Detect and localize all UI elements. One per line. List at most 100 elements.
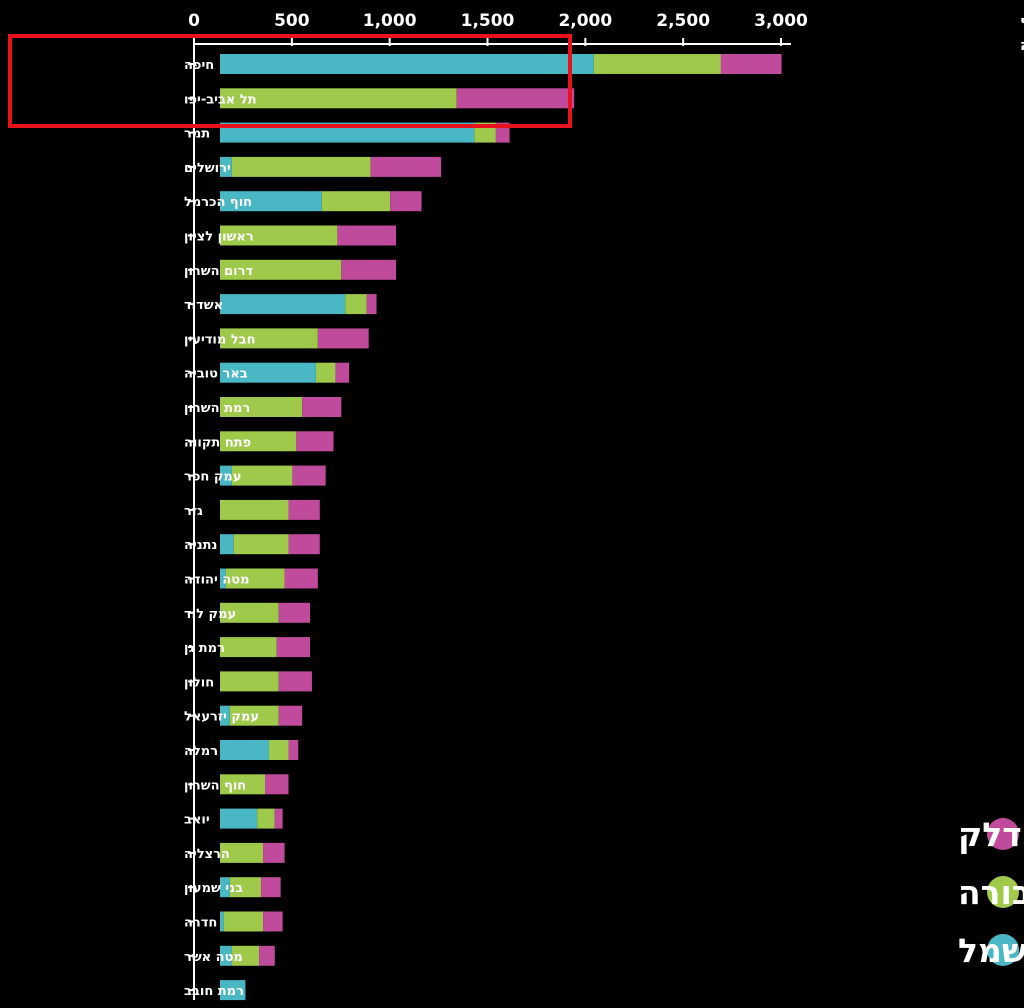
category-label: פתח תקווה: [184, 435, 251, 450]
bar-segment: [220, 740, 269, 760]
category-label: דרום השרון: [184, 264, 253, 279]
bar-segment: [220, 259, 342, 280]
category-label: עמק יזרעאל: [184, 710, 259, 725]
category-label: ראשון לציון: [184, 230, 254, 245]
category-label: חדרה: [184, 916, 217, 931]
category-label: תל אביב-יפו: [184, 92, 257, 107]
bar-segment: [220, 431, 297, 452]
bar-segment: [220, 568, 226, 589]
category-label: חיפה: [184, 58, 214, 73]
x-tick-label: 1,000: [363, 11, 417, 31]
bar-segment: [292, 465, 326, 486]
category-label: רמלה: [184, 744, 218, 759]
bar-segment: [370, 156, 442, 177]
category-label: חוף השרון: [184, 778, 246, 793]
bar-segment: [220, 877, 230, 898]
bar-segment: [278, 705, 303, 726]
category-label: תמר: [184, 127, 210, 142]
category-label: חוף הכרמל: [184, 195, 252, 210]
bar-segment: [321, 191, 391, 212]
bar-segment: [229, 705, 279, 726]
bar-segment: [268, 740, 289, 760]
x-axis: 0 500 1,000 1,500 2,000 2,500 3,000: [188, 11, 808, 1000]
bar-segment: [220, 705, 230, 726]
bar-segment: [220, 294, 346, 315]
category-label: בני שמעון: [184, 881, 243, 896]
bar-segment: [220, 191, 322, 212]
bar-segment: [220, 362, 316, 383]
bar-segment: [220, 671, 279, 692]
axis-title-line: חומר אורגני נדיף: [1020, 12, 1024, 30]
bar-segment: [220, 225, 338, 246]
bar-segment: [220, 88, 457, 109]
category-label: עמק חפר: [184, 470, 241, 485]
axis-title-line: טון/שנה: [1020, 36, 1024, 54]
bar-segment: [341, 259, 397, 280]
category-label: מטה אשר: [184, 950, 243, 965]
bar-segment: [274, 808, 283, 829]
bar-segment: [223, 911, 264, 932]
category-label: רמת גן: [184, 641, 225, 656]
bar-segment: [220, 945, 232, 966]
bar-segment: [231, 465, 293, 486]
category-label: חבל מודיעין: [184, 332, 256, 347]
bar-segment: [302, 397, 342, 417]
category-label: ירושלים: [184, 161, 231, 176]
category-label: עמק לוד: [184, 607, 236, 622]
category-label: גזר: [184, 504, 203, 519]
bar-segment: [263, 842, 285, 863]
bar-segment: [261, 877, 281, 898]
legend-label: תחבורה: [958, 873, 1024, 912]
bar-segment: [257, 808, 275, 829]
bar-segment: [345, 294, 367, 315]
bar-segment: [288, 534, 320, 555]
bar-segment: [220, 774, 266, 795]
bar-segment: [233, 534, 289, 555]
legend: תחנות דלק תחבורה תעשייה ויצור חשמל: [958, 815, 1024, 970]
bar-segment: [593, 54, 721, 74]
category-label: חולון: [184, 675, 214, 690]
bar-segment: [220, 980, 246, 1001]
bars: [220, 54, 782, 1001]
category-label: מטה יהודה: [184, 573, 250, 588]
bar-segment: [390, 191, 422, 212]
bar-segment: [366, 294, 377, 315]
bar-segment: [220, 808, 258, 829]
category-label: נתניה: [184, 538, 217, 553]
axis-title: חומר אורגני נדיף טון/שנה: [1020, 12, 1024, 54]
bar-segment: [225, 568, 285, 589]
bar-segment: [296, 431, 334, 452]
x-tick-label: 500: [274, 11, 310, 31]
legend-swatch: [987, 934, 1019, 966]
category-label: באר טוביה: [184, 367, 248, 382]
x-tick-label: 2,000: [558, 11, 612, 31]
x-tick-label: 3,000: [754, 11, 808, 31]
legend-label: תחנות דלק: [958, 815, 1024, 854]
bar-segment: [229, 877, 262, 898]
bar-segment: [220, 465, 232, 486]
bar-segment: [335, 362, 350, 383]
legend-swatch: [987, 818, 1019, 850]
category-label: יואב: [184, 813, 210, 828]
category-label: אשדוד: [184, 298, 223, 313]
bar-segment: [720, 54, 782, 74]
bar-segment: [284, 568, 318, 589]
legend-swatch: [987, 876, 1019, 908]
highlight-box: [8, 34, 572, 128]
bar-segment: [276, 637, 311, 658]
x-tick-label: 0: [188, 11, 200, 31]
bar-segment: [220, 911, 224, 932]
bar-segment: [220, 534, 234, 555]
bar-segment: [220, 637, 277, 658]
bar-segment: [259, 945, 275, 966]
bar-segment: [220, 499, 289, 520]
x-tick-label: 2,500: [656, 11, 710, 31]
legend-label: תעשייה ויצור חשמל: [958, 931, 1024, 970]
bar-segment: [220, 602, 279, 623]
bar-segment: [315, 362, 336, 383]
bar-segment: [337, 225, 397, 246]
bar-segment: [317, 328, 369, 349]
bar-segment: [278, 602, 311, 623]
category-label: רמת חובב: [184, 984, 244, 999]
